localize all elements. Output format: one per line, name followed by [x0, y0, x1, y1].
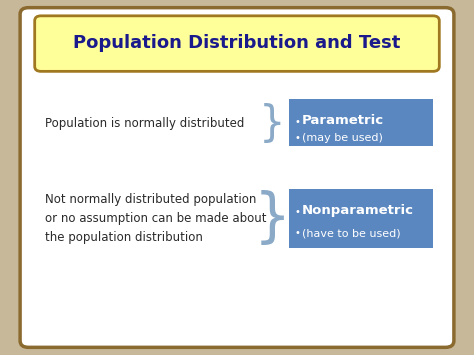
FancyBboxPatch shape: [289, 189, 433, 248]
Text: (have to be used): (have to be used): [301, 228, 400, 238]
Text: •: •: [294, 228, 301, 238]
Text: }: }: [254, 190, 291, 247]
Text: Not normally distributed population
or no assumption can be made about
the popul: Not normally distributed population or n…: [45, 193, 266, 244]
FancyBboxPatch shape: [35, 16, 439, 71]
FancyBboxPatch shape: [20, 8, 454, 347]
FancyBboxPatch shape: [289, 99, 433, 147]
Text: Population is normally distributed: Population is normally distributed: [45, 117, 245, 130]
Text: Nonparametric: Nonparametric: [301, 204, 414, 217]
Text: •: •: [294, 207, 301, 217]
Text: •: •: [294, 117, 301, 127]
Text: (may be used): (may be used): [301, 133, 383, 143]
Text: }: }: [259, 103, 286, 144]
Text: •: •: [294, 133, 301, 143]
Text: Population Distribution and Test: Population Distribution and Test: [73, 34, 401, 52]
Text: Parametric: Parametric: [301, 115, 384, 127]
